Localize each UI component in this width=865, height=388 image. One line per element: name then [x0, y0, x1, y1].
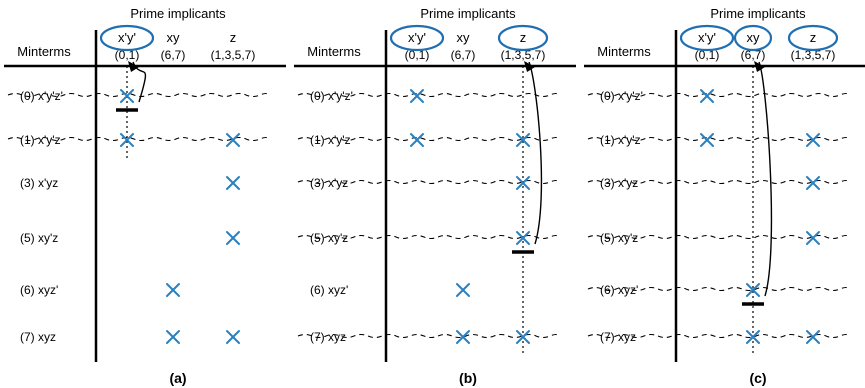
implicant-cover: (0,1)	[695, 48, 720, 62]
implicant-term: xy	[457, 30, 471, 45]
implicant-cover: (0,1)	[115, 48, 140, 62]
coverage-mark	[700, 89, 714, 103]
minterms-header: Minterms	[597, 44, 651, 59]
coverage-mark	[226, 133, 240, 147]
chart-title: Prime implicants	[130, 6, 226, 21]
implicant-cover: (1,3,5,7)	[791, 48, 836, 62]
arrow-head-icon	[128, 61, 139, 72]
coverage-mark	[120, 133, 134, 147]
minterm-label: (0) x'y'z'	[600, 89, 643, 103]
implicant-term: x'y'	[698, 30, 716, 45]
chart-title: Prime implicants	[710, 6, 806, 21]
coverage-mark	[456, 283, 470, 297]
implicant-term: z	[810, 30, 817, 45]
implicant-cover: (6,7)	[161, 48, 186, 62]
coverage-mark	[226, 231, 240, 245]
selected-implicant-ring	[99, 24, 155, 52]
struck-row-line	[297, 333, 561, 339]
struck-row-line	[587, 333, 851, 339]
minterms-header: Minterms	[17, 44, 71, 59]
implicant-cover: (1,3,5,7)	[501, 48, 546, 62]
coverage-mark	[120, 89, 134, 103]
coverage-mark	[806, 133, 820, 147]
minterm-label: (1) x'y'z	[600, 133, 641, 147]
essential-arrow	[758, 61, 773, 297]
implicant-cover: (6,7)	[741, 48, 766, 62]
coverage-mark	[166, 330, 180, 344]
minterm-label: (3) x'yz	[310, 176, 348, 190]
struck-row-line	[587, 234, 851, 240]
minterm-label: (5) xy'z	[310, 231, 348, 245]
panel-a: Prime implicants Minterms x'y' (0,1) xy (6,7)…	[4, 6, 286, 386]
implicant-term: z	[520, 30, 527, 45]
implicant-term: z	[230, 30, 237, 45]
minterm-label: (0) x'y'z'	[20, 89, 63, 103]
minterm-label: (3) x'yz	[600, 176, 638, 190]
coverage-mark	[746, 283, 760, 297]
minterm-label: (1) x'y'z	[310, 133, 351, 147]
minterm-label: (7) xyz	[310, 330, 346, 344]
minterm-label: (7) xyz	[600, 330, 636, 344]
minterm-label: (6) xyz'	[600, 283, 638, 297]
struck-row-line	[7, 136, 271, 142]
panel-caption: (a)	[169, 370, 186, 386]
coverage-mark	[806, 330, 820, 344]
struck-row-line	[297, 136, 561, 142]
minterm-label: (1) x'y'z	[20, 133, 61, 147]
essential-arrow	[528, 61, 543, 245]
arrow-head-icon	[524, 61, 535, 72]
coverage-mark	[226, 176, 240, 190]
coverage-mark	[806, 231, 820, 245]
minterm-label: (6) xyz'	[20, 283, 58, 297]
coverage-mark	[456, 330, 470, 344]
selected-implicant-ring	[389, 24, 445, 52]
coverage-mark	[410, 133, 424, 147]
coverage-mark	[410, 89, 424, 103]
implicant-term: xy	[167, 30, 181, 45]
selected-implicant-ring	[497, 24, 549, 52]
minterm-label: (7) xyz	[20, 330, 56, 344]
coverage-mark	[516, 133, 530, 147]
struck-row-line	[587, 286, 851, 292]
panel-caption: (c)	[749, 370, 766, 386]
selected-implicant-ring	[733, 24, 773, 52]
chart-title: Prime implicants	[420, 6, 516, 21]
implicant-cover: (6,7)	[451, 48, 476, 62]
implicant-term: x'y'	[118, 30, 136, 45]
minterm-label: (6) xyz'	[310, 283, 348, 297]
selected-implicant-ring	[679, 24, 735, 52]
panel-b: Prime implicants Minterms x'y' (0,1) xy (6,7)…	[294, 6, 576, 386]
struck-row-line	[297, 234, 561, 240]
struck-row-line	[297, 179, 561, 185]
coverage-mark	[700, 133, 714, 147]
struck-row-line	[587, 136, 851, 142]
minterm-label: (5) xy'z	[20, 231, 58, 245]
panel-c: Prime implicants Minterms x'y' (0,1) xy (6,7)…	[584, 6, 865, 386]
arrow-head-icon	[754, 61, 765, 72]
implicant-term: x'y'	[408, 30, 426, 45]
minterm-label: (5) xy'z	[600, 231, 638, 245]
implicant-cover: (0,1)	[405, 48, 430, 62]
minterms-header: Minterms	[307, 44, 361, 59]
coverage-mark	[166, 283, 180, 297]
selected-implicant-ring	[787, 24, 839, 52]
minterm-label: (0) x'y'z'	[310, 89, 353, 103]
coverage-mark	[516, 176, 530, 190]
struck-row-line	[297, 92, 561, 98]
implicant-cover: (1,3,5,7)	[211, 48, 256, 62]
coverage-mark	[806, 176, 820, 190]
implicant-term: xy	[747, 30, 761, 45]
struck-row-line	[587, 92, 851, 98]
coverage-mark	[516, 231, 530, 245]
coverage-mark	[226, 330, 240, 344]
struck-row-line	[587, 179, 851, 185]
coverage-mark	[746, 330, 760, 344]
panel-caption: (b)	[459, 370, 477, 386]
minterm-label: (3) x'yz	[20, 176, 58, 190]
coverage-mark	[516, 330, 530, 344]
